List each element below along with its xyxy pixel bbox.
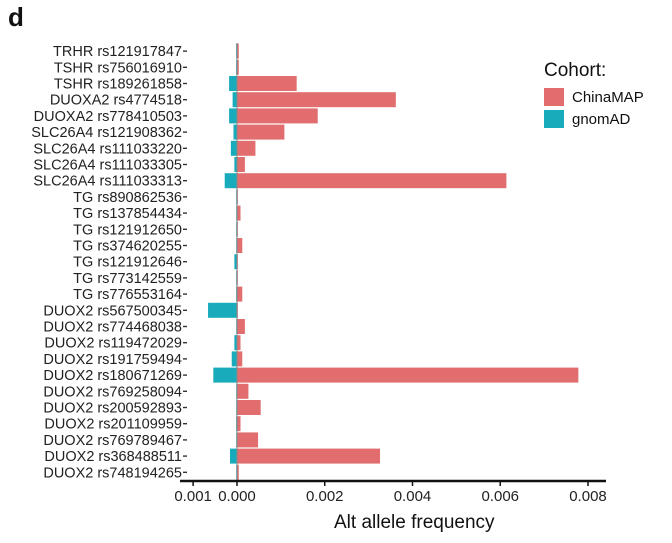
bar-chinamap-slc26a4-rs121908362 (237, 124, 285, 140)
x-tick-label: 0.000 (218, 488, 256, 505)
bar-chinamap-tg-rs374620255 (237, 238, 243, 253)
bar-chinamap-duoxa2-rs778410503 (237, 108, 318, 124)
y-tick-label: TG rs137854434 (73, 206, 182, 222)
y-tick-label: DUOX2 rs769789467 (43, 433, 182, 449)
y-tick-label: SLC26A4 rs111033313 (33, 174, 182, 190)
bar-gnomad-slc26a4-rs111033305 (234, 157, 237, 172)
y-tick-label: TG rs374620255 (73, 239, 182, 255)
y-tick-label: TG rs121912650 (73, 222, 182, 238)
y-tick-label: DUOX2 rs567500345 (43, 303, 182, 319)
y-tick-label: DUOXA2 rs778410503 (34, 109, 182, 125)
y-tick-label: DUOXA2 rs4774518 (50, 93, 182, 109)
bar-chinamap-duox2-rs748194265 (237, 464, 239, 480)
y-tick-label: DUOX2 rs769258094 (43, 384, 182, 400)
legend-label-gnomad: gnomAD (572, 110, 631, 128)
y-tick-label: DUOX2 rs748194265 (43, 465, 182, 481)
y-tick-label: DUOX2 rs774468038 (43, 320, 182, 336)
legend-swatch-chinamap (544, 88, 564, 106)
bar-chinamap-duox2-rs368488511 (237, 448, 381, 464)
bar-gnomad-slc26a4-rs111033313 (224, 173, 237, 189)
x-tick-label: 0.006 (481, 488, 519, 505)
x-tick-label: 0.001 (174, 488, 212, 505)
bar-chinamap-tg-rs776553164 (237, 286, 243, 302)
y-tick-label: DUOX2 rs191759494 (43, 352, 182, 368)
legend-swatch-gnomad (544, 110, 564, 128)
legend-item-chinamap: ChinaMAP (544, 86, 644, 108)
bar-gnomad-duoxa2-rs778410503 (229, 108, 237, 124)
y-tick-label: DUOX2 rs180671269 (43, 368, 182, 384)
legend-label-chinamap: ChinaMAP (572, 88, 644, 106)
y-tick-label: TRHR rs121917847 (53, 44, 182, 60)
bar-chinamap-duox2-rs201109959 (237, 416, 241, 432)
y-tick-label: DUOX2 rs201109959 (44, 417, 182, 433)
panel-letter: d (8, 2, 24, 32)
bar-chinamap-duox2-rs774468038 (237, 319, 245, 334)
x-tick-label: 0.008 (569, 488, 607, 505)
y-tick-label: DUOX2 rs119472029 (44, 336, 182, 352)
bar-chinamap-tg-rs137854434 (237, 205, 241, 221)
y-tick-label: TSHR rs189261858 (54, 77, 182, 93)
bar-chinamap-tshr-rs189261858 (237, 76, 297, 91)
bar-gnomad-slc26a4-rs111033220 (230, 140, 237, 156)
x-axis: 0.001 0.000 0.002 0.004 0.006 0.008 (174, 479, 607, 505)
bar-gnomad-tshr-rs189261858 (229, 76, 237, 91)
y-tick-label: SLC26A4 rs111033220 (33, 141, 182, 157)
bar-gnomad-duox2-rs119472029 (234, 335, 237, 351)
y-tick-label: TSHR rs756016910 (54, 60, 182, 76)
x-tick-label: 0.002 (306, 488, 344, 505)
legend-title: Cohort: (544, 60, 607, 81)
x-tick-label: 0.004 (394, 488, 432, 505)
y-tick-label: TG rs773142559 (73, 271, 182, 287)
bar-chinamap-slc26a4-rs111033313 (237, 173, 507, 189)
bar-gnomad-duox2-rs368488511 (229, 448, 237, 464)
bar-gnomad-duoxa2-rs4774518 (232, 92, 237, 108)
y-tick-label: TG rs776553164 (73, 287, 182, 303)
bar-chinamap-duox2-rs180671269 (237, 367, 579, 383)
bar-chinamap-duox2-rs200592893 (237, 400, 261, 415)
y-tick-label: TG rs121912646 (73, 255, 182, 271)
y-tick-label: DUOX2 rs200592893 (43, 401, 182, 417)
y-tick-label: DUOX2 rs368488511 (44, 449, 182, 465)
bar-chinamap-duox2-rs191759494 (237, 351, 243, 367)
bar-chinamap-duoxa2-rs4774518 (237, 92, 396, 108)
legend: Cohort: ChinaMAP gnomAD (544, 60, 644, 130)
bar-gnomad-duox2-rs180671269 (213, 367, 237, 383)
bar-gnomad-slc26a4-rs121908362 (233, 124, 237, 140)
bar-chinamap-slc26a4-rs111033220 (237, 140, 256, 156)
bar-gnomad-duox2-rs567500345 (208, 302, 237, 318)
bars-group (208, 43, 579, 481)
bar-chinamap-tshr-rs756016910 (237, 59, 239, 75)
bar-gnomad-duox2-rs191759494 (231, 351, 237, 367)
bar-chinamap-duox2-rs769789467 (237, 432, 259, 448)
x-axis-label: Alt allele frequency (334, 512, 495, 533)
bar-chinamap-duox2-rs119472029 (237, 335, 241, 351)
y-tick-label: SLC26A4 rs111033305 (33, 158, 182, 174)
bar-gnomad-tg-rs121912646 (234, 254, 237, 270)
y-tick-label: TG rs890862536 (73, 190, 182, 206)
y-tick-label: SLC26A4 rs121908362 (31, 125, 182, 141)
bar-chinamap-slc26a4-rs111033305 (237, 157, 245, 172)
legend-item-gnomad: gnomAD (544, 108, 644, 130)
bar-chinamap-trhr-rs121917847 (237, 43, 239, 59)
bar-chinamap-duox2-rs769258094 (237, 383, 249, 399)
